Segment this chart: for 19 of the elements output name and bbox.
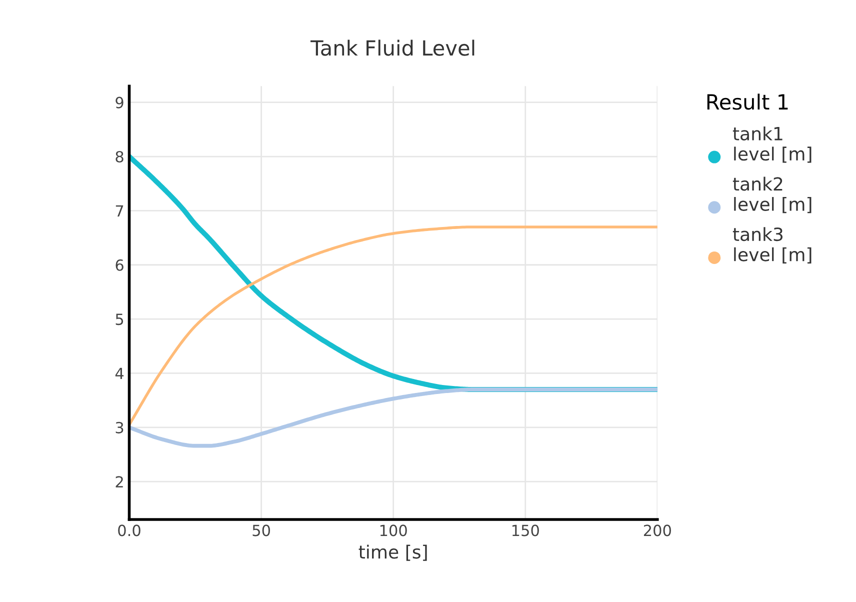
- legend-title: Result 1: [707, 94, 788, 110]
- x-tick-label: 100: [380, 524, 407, 536]
- x-tick-label: 150: [512, 524, 539, 536]
- y-tick-label: 4: [115, 368, 124, 380]
- legend-label: tank2 level [m]: [732, 176, 812, 214]
- x-tick-label: 0.0: [118, 524, 140, 536]
- chart-title: Tank Fluid Level: [310, 40, 474, 56]
- x-tick-label: 200: [644, 524, 671, 536]
- y-tick-label: 5: [116, 314, 124, 326]
- y-tick-label: 7: [116, 205, 124, 217]
- legend-label: tank3 level [m]: [732, 227, 812, 264]
- y-tick-label: 8: [116, 150, 124, 163]
- y-tick-label: 3: [116, 422, 124, 434]
- y-tick-label: 6: [116, 259, 124, 271]
- y-tick-label: 2: [116, 476, 123, 488]
- legend-label: tank1 level [m]: [732, 126, 812, 163]
- y-tick-label: 9: [116, 96, 124, 108]
- x-tick-label: 50: [252, 524, 270, 536]
- x-axis-title: time [s]: [358, 544, 427, 561]
